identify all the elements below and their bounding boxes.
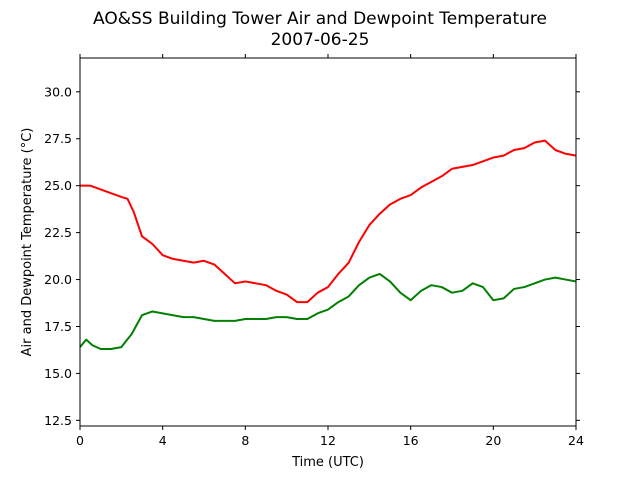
x-tick-label: 8 (241, 433, 249, 448)
y-tick-label: 12.5 (44, 413, 72, 428)
x-tick-label: 0 (76, 433, 84, 448)
y-tick-label: 25.0 (44, 178, 72, 193)
chart-title: AO&SS Building Tower Air and Dewpoint Te… (93, 9, 547, 29)
y-tick-label: 17.5 (44, 319, 72, 334)
x-tick-layer: 0 4 8 12 16 20 24 (76, 54, 584, 448)
x-tick-label: 12 (320, 433, 336, 448)
x-tick-label: 24 (568, 433, 584, 448)
y-axis-label: Air and Dewpoint Temperature (°C) (20, 128, 35, 357)
plot-area (80, 58, 576, 426)
y-tick-label: 20.0 (44, 272, 72, 287)
series-layer (79, 139, 577, 351)
chart-subtitle: 2007-06-25 (271, 30, 370, 50)
y-tick-label: 15.0 (44, 366, 72, 381)
y-tick-label: 22.5 (44, 225, 72, 240)
x-tick-label: 20 (485, 433, 501, 448)
y-tick-label: 30.0 (44, 84, 72, 99)
y-tick-label: 27.5 (44, 131, 72, 146)
x-axis-label: Time (UTC) (291, 455, 364, 470)
series-line-1 (79, 272, 577, 351)
x-tick-label: 4 (159, 433, 167, 448)
x-tick-label: 16 (403, 433, 419, 448)
series-line-0 (80, 139, 577, 304)
y-tick-layer: 12.5 15.0 17.5 20.0 22.5 25.0 27.5 30.0 (44, 84, 580, 428)
